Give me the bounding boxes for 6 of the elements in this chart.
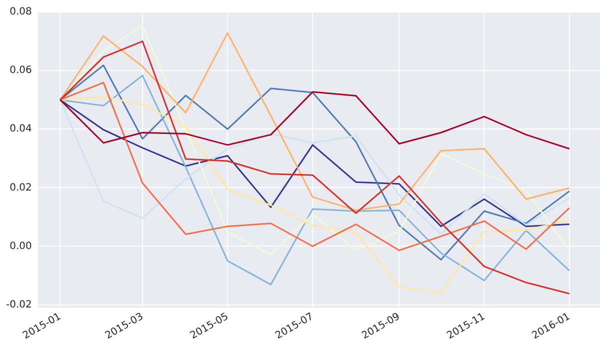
y-tick-label: -0.02 bbox=[6, 299, 32, 310]
y-tick-label: 0.06 bbox=[10, 65, 32, 76]
y-tick-label: 0.08 bbox=[10, 6, 32, 18]
y-tick-label: 0.04 bbox=[10, 124, 32, 135]
y-tick-label: 0.02 bbox=[10, 182, 32, 194]
y-tick-label: 0.00 bbox=[10, 240, 32, 252]
